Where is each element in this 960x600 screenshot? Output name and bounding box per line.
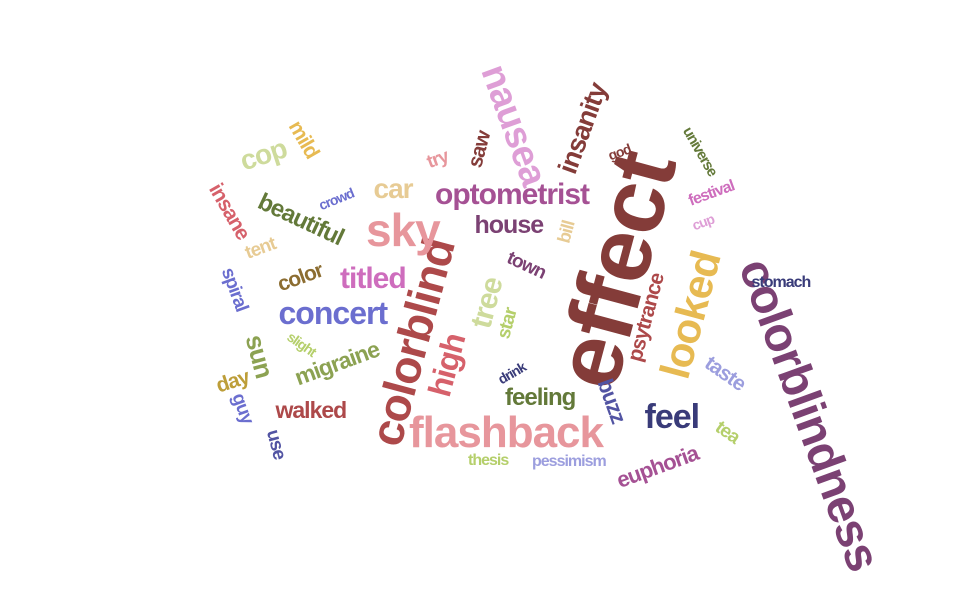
word-try: try (423, 145, 451, 173)
word-town: town (503, 246, 549, 284)
word-insane: insane (203, 179, 254, 243)
word-feeling: feeling (505, 384, 576, 411)
word-tea: tea (711, 416, 744, 448)
word-thesis: thesis (468, 452, 509, 469)
word-saw: saw (462, 128, 495, 170)
word-festival: festival (685, 177, 736, 210)
word-crowd: crowd (316, 184, 356, 214)
word-taste: taste (700, 350, 750, 396)
word-guy: guy (226, 389, 258, 427)
word-euphoria: euphoria (612, 440, 701, 493)
word-concert: concert (278, 295, 389, 331)
word-sky: sky (366, 204, 441, 256)
word-cup: cup (689, 210, 716, 234)
word-titled: titled (340, 262, 407, 295)
word-house: house (474, 210, 545, 239)
word-walked: walked (275, 396, 348, 423)
word-nausea: nausea (471, 59, 555, 191)
word-tent: tent (241, 232, 278, 264)
word-stomach: stomach (751, 274, 812, 291)
word-drink: drink (494, 358, 528, 388)
word-optometrist: optometrist (435, 178, 590, 211)
word-mild: mild (283, 116, 323, 162)
word-pessimism: pessimism (532, 453, 607, 470)
word-spiral: spiral (216, 264, 252, 314)
word-use: use (261, 426, 290, 462)
word-flashback: flashback (409, 408, 604, 457)
word-colorblindness: colorblindness (727, 251, 890, 578)
word-color: color (274, 258, 326, 296)
word-slight: slight (283, 328, 319, 360)
word-car: car (373, 173, 414, 204)
word-cop: cop (235, 132, 290, 177)
word-feel: feel (644, 398, 701, 436)
